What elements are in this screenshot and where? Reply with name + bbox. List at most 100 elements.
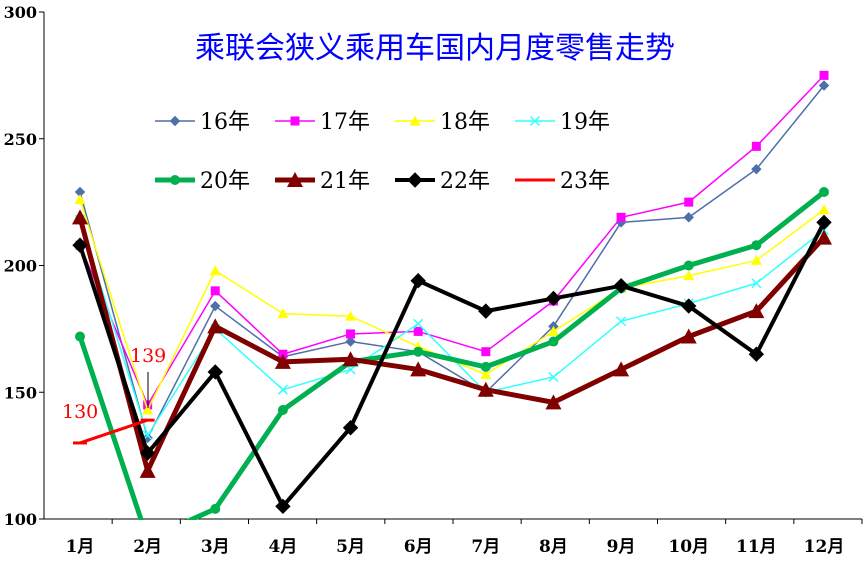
series-point (818, 204, 830, 215)
series-point (410, 273, 426, 289)
x-tick-label: 8月 (539, 537, 568, 557)
x-tick-label: 3月 (201, 537, 230, 557)
y-tick-label: 250 (4, 130, 37, 149)
legend-label: 16年 (200, 110, 250, 135)
series-point (274, 353, 291, 369)
series-point (407, 172, 423, 188)
legend-item: 18年 (395, 110, 490, 135)
series-point (275, 498, 291, 515)
series-point (751, 240, 762, 251)
series-point (545, 290, 562, 307)
series-20年 (75, 186, 829, 520)
series-point (345, 310, 357, 321)
series-point (683, 212, 694, 223)
series-point (75, 331, 85, 342)
series-point (342, 420, 359, 436)
series-point (410, 361, 427, 377)
series-point (139, 445, 156, 461)
y-tick-label: 150 (4, 383, 37, 402)
legend-item: 20年 (155, 169, 250, 194)
series-point (548, 336, 559, 347)
series-point (751, 163, 762, 175)
series-line (79, 85, 825, 439)
series-point (210, 286, 220, 296)
series-point (616, 212, 626, 222)
series-point (290, 116, 300, 126)
series-point (480, 361, 491, 372)
series-point (613, 278, 629, 294)
x-tick-label: 4月 (268, 537, 297, 557)
series-22年 (72, 214, 832, 515)
x-tick-label: 6月 (404, 537, 433, 557)
legend-item: 23年 (515, 169, 610, 194)
series-point (142, 404, 154, 415)
x-tick-label: 7月 (471, 537, 500, 557)
x-tick-label: 11月 (736, 537, 777, 557)
legend-label: 20年 (200, 169, 250, 194)
series-point (170, 175, 180, 185)
series-point (139, 462, 156, 478)
legend-label: 21年 (320, 169, 370, 194)
series-point (207, 318, 224, 334)
series-point (413, 318, 424, 329)
series-point (409, 115, 421, 126)
series-point (169, 115, 181, 127)
series-point (748, 346, 765, 362)
annotation-130: 130 (62, 401, 98, 423)
series-point (72, 209, 88, 225)
series-21年 (72, 209, 832, 478)
series-point (683, 270, 695, 281)
y-tick-label: 200 (4, 257, 37, 276)
legend-item: 21年 (275, 169, 370, 194)
series-point (616, 316, 627, 327)
x-tick-label: 2月 (133, 537, 162, 557)
series-point (277, 308, 289, 319)
series-point (613, 361, 630, 377)
legend-label: 22年 (440, 169, 490, 194)
series-point (547, 325, 559, 336)
series-point (684, 197, 694, 207)
series-point (548, 372, 559, 383)
series-point (345, 336, 356, 347)
legend-label: 17年 (320, 110, 370, 135)
legend-label: 18年 (440, 110, 490, 135)
series-point (277, 384, 288, 395)
series-point (481, 347, 491, 357)
series-point (545, 394, 562, 410)
series-point (478, 303, 494, 319)
series-point (819, 70, 829, 80)
legend-item: 19年 (515, 110, 610, 135)
chart-title: 乘联会狭义乘用车国内月度零售走势 (195, 31, 675, 66)
series-line (77, 190, 826, 520)
legend: 16年 17年 18年 19年 20年 21年 22年 23年 (155, 110, 610, 194)
series-line (77, 216, 826, 474)
series-line (79, 74, 825, 406)
series-point (210, 503, 221, 514)
series-point (751, 141, 761, 151)
series-point (413, 346, 424, 357)
series-point (681, 298, 697, 314)
series-point (680, 328, 697, 344)
series-point (287, 172, 303, 187)
x-tick-label: 12月 (804, 537, 845, 557)
series-point (816, 229, 832, 245)
series-point (529, 115, 541, 127)
series-point (751, 278, 762, 289)
axes: 100 150 200 250 300 1月 2月 3月 4月 5月 6月 7月 8月 9月 10月 11月 1… (4, 3, 863, 557)
series-point (413, 326, 423, 336)
series-point (210, 300, 221, 312)
y-tick-label: 300 (4, 3, 37, 22)
series-point (480, 369, 492, 380)
series-point (477, 381, 494, 397)
series-point (346, 329, 356, 339)
legend-item: 16年 (155, 110, 250, 135)
series-point (750, 254, 762, 265)
annotation-139: 139 (130, 345, 166, 367)
series-point (72, 237, 88, 253)
series-line (78, 221, 826, 509)
x-tick-label: 10月 (668, 537, 709, 557)
series-point (819, 186, 829, 197)
series-point (74, 194, 86, 205)
annotations: 130 139 (62, 345, 166, 423)
